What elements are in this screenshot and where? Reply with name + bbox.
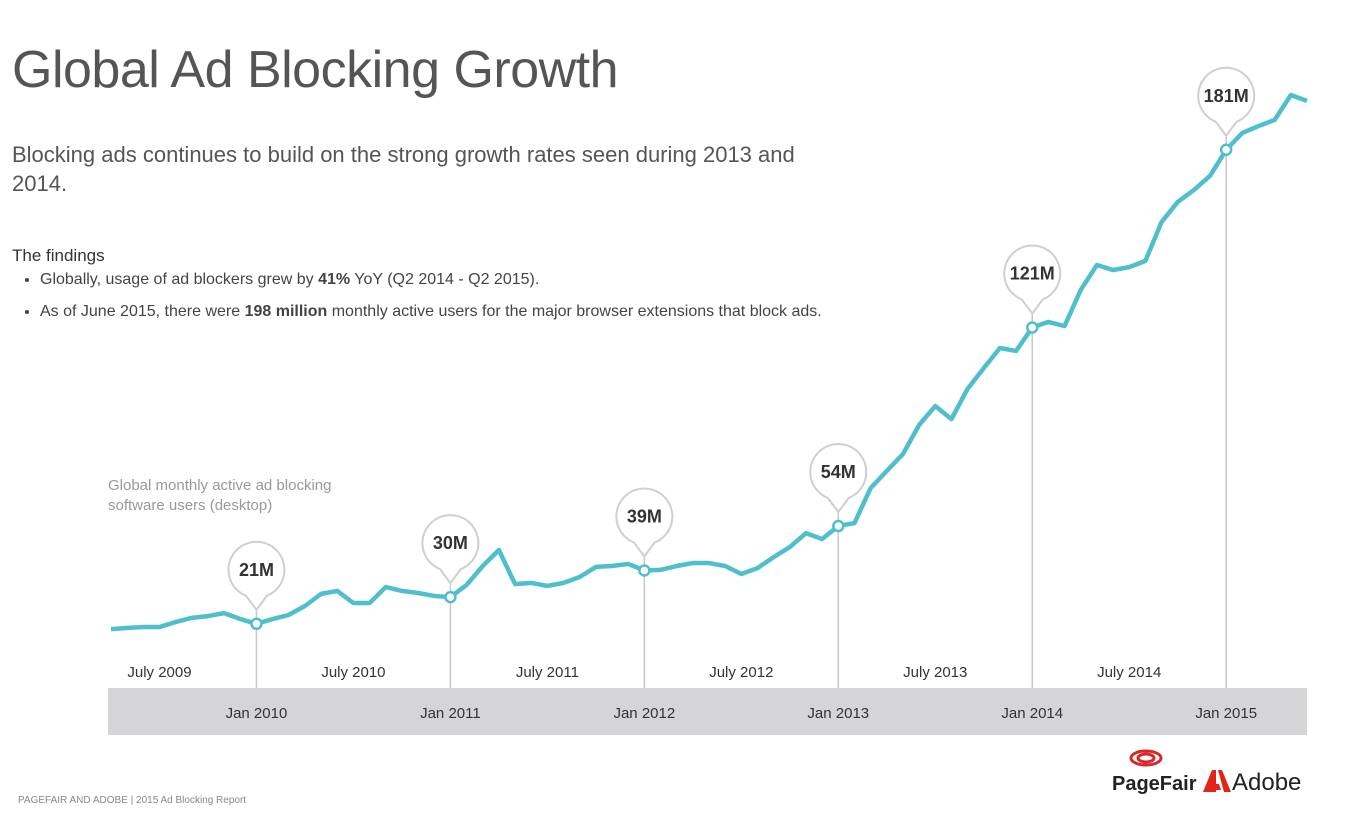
callout-pin: [1003, 244, 1062, 316]
callout-label: 54M: [821, 462, 856, 482]
finding: As of June 2015, there were 198 million …: [40, 300, 840, 324]
x-tick-label: Jan 2015: [1195, 705, 1257, 722]
finding-text: Globally, usage of ad blockers grew by: [40, 271, 319, 288]
adobe-logo: Adobe: [1232, 769, 1301, 796]
callout-point: [638, 564, 651, 577]
x-tick-label: July 2014: [1097, 664, 1161, 681]
finding-text: monthly active users for the major brows…: [327, 303, 822, 320]
finding-bold: 198 million: [244, 303, 328, 320]
callout-point: [250, 617, 263, 631]
adobe-icon: [1203, 770, 1231, 792]
callout-label: 181M: [1204, 86, 1249, 106]
callout-pin: [1197, 66, 1256, 138]
x-tick-label: July 2012: [709, 664, 773, 681]
callout-label: 21M: [239, 560, 274, 580]
x-tick-label: July 2009: [127, 664, 191, 681]
x-tick-label: Jan 2010: [226, 705, 288, 722]
callout-pin: [809, 443, 868, 514]
x-tick-label: July 2013: [903, 664, 967, 681]
x-tick-label: Jan 2013: [807, 705, 869, 722]
finding-text: As of June 2015, there were: [40, 303, 245, 320]
callout-label: 121M: [1010, 264, 1055, 284]
x-tick-label: Jan 2012: [613, 705, 675, 722]
series-line: [110, 92, 1308, 632]
callout-point: [832, 519, 845, 533]
timeline-band: [108, 688, 1307, 735]
plot: July 2009 Jan 2010 July 2010 Jan 2011 July 2…: [110, 66, 1308, 722]
finding-bold: 41%: [318, 271, 351, 288]
findings-heading: The findings: [12, 246, 105, 265]
x-tick-label: Jan 2014: [1001, 705, 1063, 722]
callout-point: [444, 590, 457, 604]
callout-label: 30M: [433, 533, 468, 553]
callout-pin: [421, 514, 480, 585]
pagefair-logo: PageFair: [1112, 773, 1197, 795]
x-tick-label: July 2010: [321, 664, 385, 681]
subtitle: Blocking ads continues to build on the s…: [12, 142, 795, 196]
callout-label: 39M: [627, 506, 662, 526]
pagefair-icon: [1129, 749, 1163, 767]
callout-point: [1025, 321, 1039, 334]
callout-point: [1219, 143, 1233, 157]
findings-list: Globally, usage of ad blockers grew by 4…: [12, 268, 840, 332]
x-tick-label: July 2011: [516, 664, 579, 681]
series-label: Global monthly active ad blocking softwa…: [108, 477, 332, 514]
finding-text: YoY (Q2 2014 - Q2 2015).: [350, 271, 540, 288]
footer: PAGEFAIR AND ADOBE | 2015 Ad Blocking Re…: [18, 795, 247, 806]
callout-pin: [227, 540, 286, 612]
callout-pin: [615, 487, 674, 559]
x-tick-label: Jan 2011: [420, 705, 481, 722]
finding: Globally, usage of ad blockers grew by 4…: [40, 268, 840, 292]
title: Global Ad Blocking Growth: [12, 41, 619, 99]
